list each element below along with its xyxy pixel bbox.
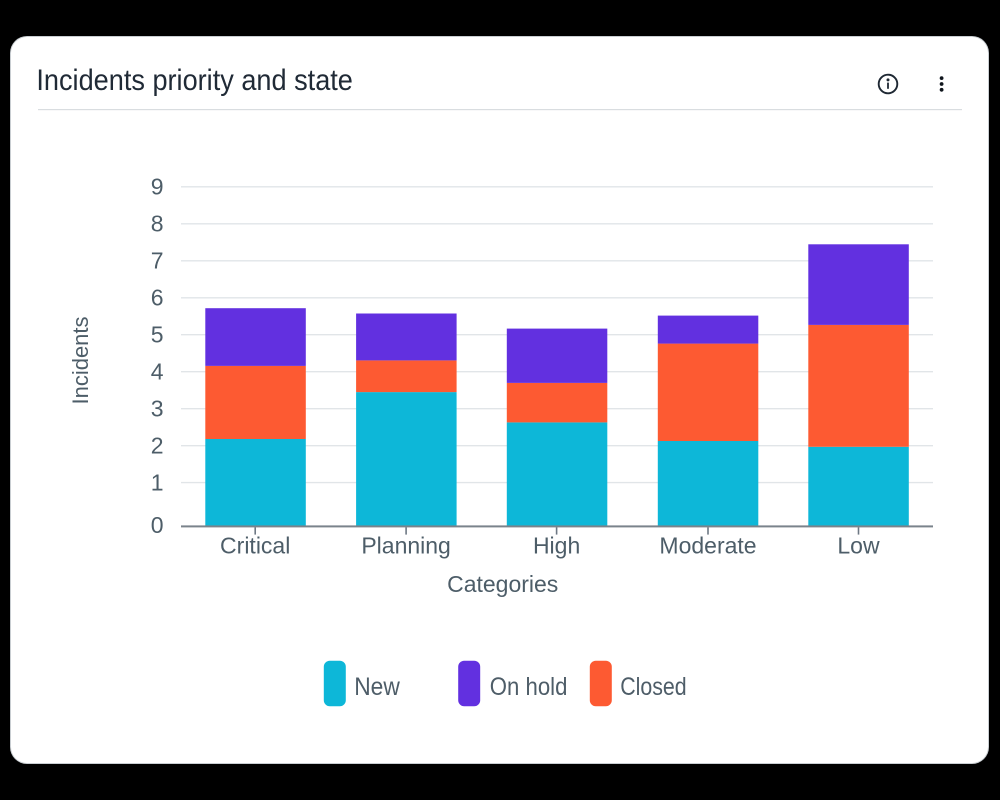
svg-text:Categories: Categories xyxy=(447,571,558,597)
svg-text:Incidents: Incidents xyxy=(68,317,93,405)
svg-text:6: 6 xyxy=(151,285,164,311)
svg-text:5: 5 xyxy=(151,321,164,347)
svg-text:Low: Low xyxy=(837,533,880,559)
svg-text:Closed: Closed xyxy=(620,673,687,701)
svg-text:1: 1 xyxy=(151,469,164,495)
svg-text:Planning: Planning xyxy=(361,533,451,559)
svg-text:Incidents priority and state: Incidents priority and state xyxy=(36,64,353,97)
svg-text:9: 9 xyxy=(151,174,164,200)
svg-text:Critical: Critical xyxy=(220,533,290,559)
svg-text:3: 3 xyxy=(151,395,164,421)
svg-text:Moderate: Moderate xyxy=(659,533,756,559)
svg-text:8: 8 xyxy=(151,211,164,237)
svg-text:High: High xyxy=(533,533,580,559)
svg-text:4: 4 xyxy=(151,358,164,384)
svg-text:2: 2 xyxy=(151,432,164,458)
svg-text:New: New xyxy=(354,673,400,701)
svg-text:On hold: On hold xyxy=(490,673,568,701)
svg-text:7: 7 xyxy=(151,248,164,274)
svg-text:0: 0 xyxy=(151,512,164,538)
